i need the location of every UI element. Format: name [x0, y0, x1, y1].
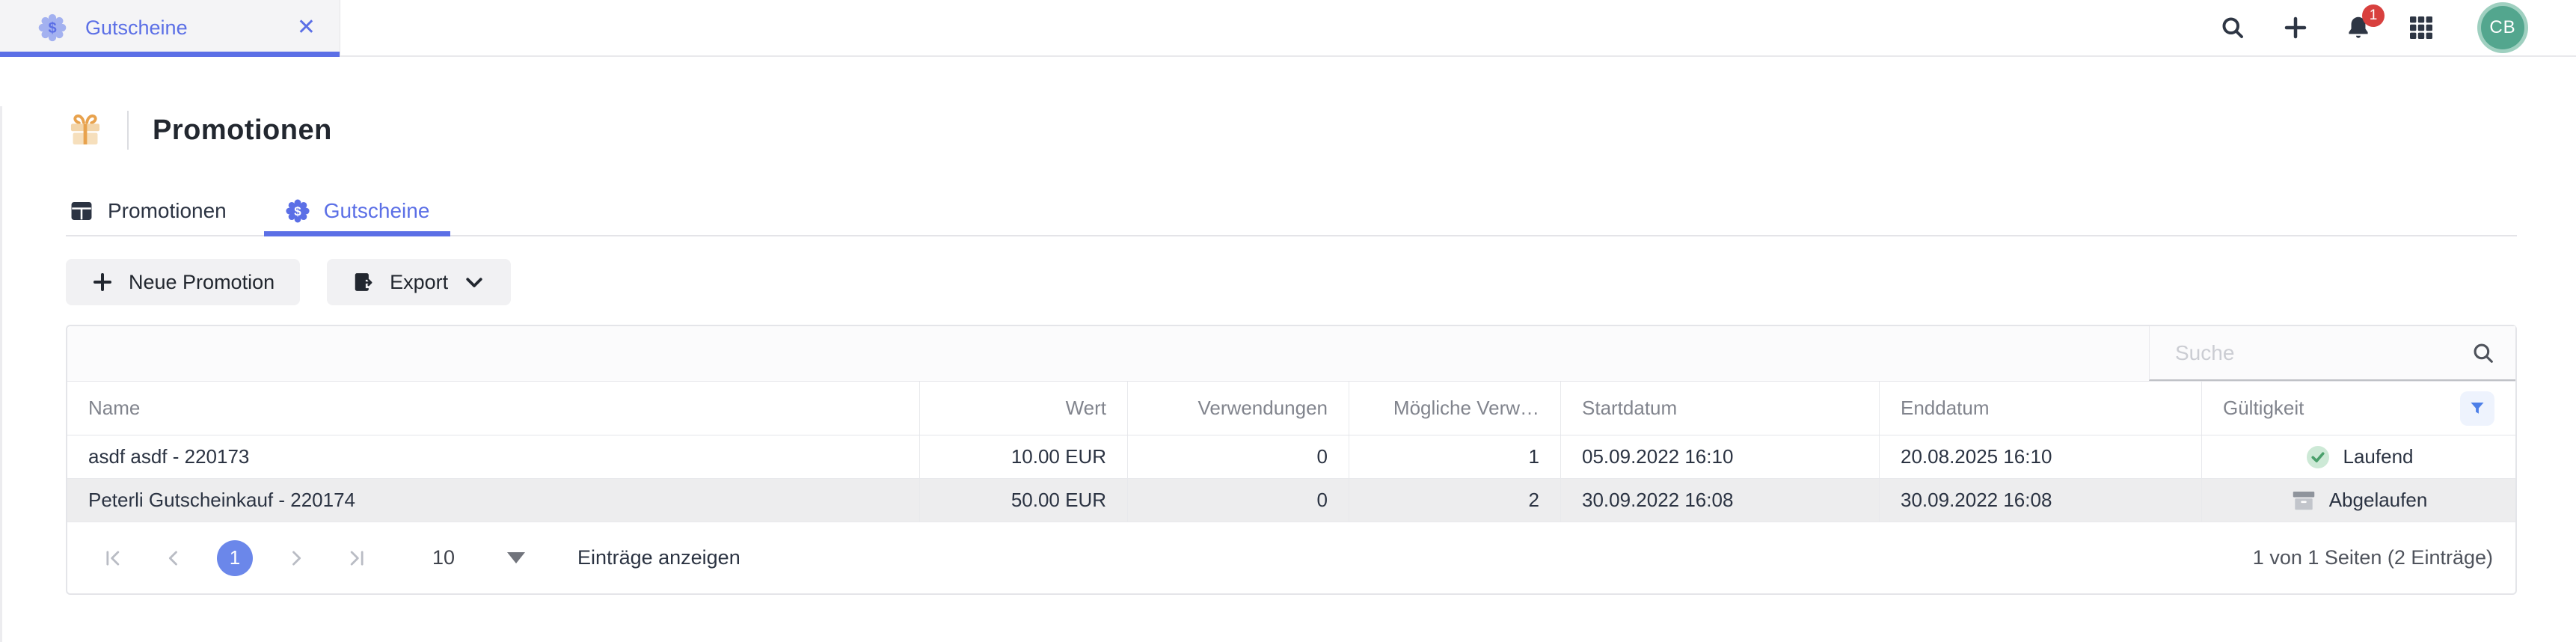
column-header-gueltigkeit: Gültigkeit [2202, 382, 2515, 435]
cell-enddatum: 20.08.2025 16:10 [1880, 435, 2202, 478]
cell-verwendungen: 0 [1128, 479, 1349, 522]
tab-label: Gutscheine [323, 199, 430, 222]
filter-button[interactable] [2460, 391, 2494, 426]
promotions-page: Promotionen Promotionen $ Gutscheine [0, 106, 2576, 642]
filter-funnel-icon [2471, 402, 2484, 414]
add-icon[interactable] [2281, 13, 2310, 42]
app-tab-gutscheine[interactable]: $ Gutscheine ✕ [0, 0, 340, 57]
apps-grid-icon[interactable] [2407, 13, 2435, 42]
chevron-down-icon [466, 278, 482, 287]
topbar-actions: 1 CB [2218, 0, 2576, 55]
column-header-wert[interactable]: Wert [920, 382, 1128, 435]
search-input[interactable] [2175, 340, 2471, 365]
search-icon[interactable] [2218, 13, 2247, 42]
table-icon [71, 201, 92, 221]
tab-gutscheine[interactable]: $ Gutscheine [263, 187, 451, 236]
column-header-verwendungen[interactable]: Verwendungen [1128, 382, 1349, 435]
column-header-moegliche-verwendungen[interactable]: Mögliche Verw… [1349, 382, 1561, 435]
table-row[interactable]: Peterli Gutscheinkauf - 220174 50.00 EUR… [67, 479, 2515, 522]
per-page-label: Einträge anzeigen [577, 546, 740, 569]
actions-row: Neue Promotion Export [66, 259, 2517, 305]
pagination: 1 [97, 539, 372, 576]
next-page-icon[interactable] [280, 542, 313, 575]
current-page-button[interactable]: 1 [217, 539, 253, 576]
cell-verwendungen: 0 [1128, 435, 1349, 478]
per-page-select[interactable]: 10 [432, 546, 526, 569]
topbar: $ Gutscheine ✕ 1 [0, 0, 2576, 57]
notification-badge: 1 [2362, 4, 2385, 27]
status-expired-archive-icon [2293, 491, 2314, 510]
voucher-rosette-icon: $ [38, 13, 67, 42]
grid-footer: 1 10 Einträge anzeigen 1 von 1 Seiten (2… [67, 522, 2515, 593]
column-header-startdatum[interactable]: Startdatum [1561, 382, 1880, 435]
cell-enddatum: 30.09.2022 16:08 [1880, 479, 2202, 522]
app-tab-label: Gutscheine [85, 16, 188, 39]
new-promotion-button[interactable]: Neue Promotion [66, 259, 301, 305]
avatar-initials: CB [2481, 6, 2524, 49]
cell-gueltigkeit: Laufend [2202, 435, 2515, 478]
new-promotion-label: Neue Promotion [129, 270, 275, 293]
cell-name: Peterli Gutscheinkauf - 220174 [67, 479, 920, 522]
table-row[interactable]: asdf asdf - 220173 10.00 EUR 0 1 05.09.2… [67, 435, 2515, 479]
plus-icon [93, 273, 111, 291]
status-label: Laufend [2343, 445, 2414, 468]
title-divider [127, 111, 129, 150]
close-icon[interactable]: ✕ [296, 15, 316, 40]
per-page-value: 10 [432, 546, 456, 569]
previous-page-icon[interactable] [157, 542, 190, 575]
tab-promotionen[interactable]: Promotionen [66, 187, 230, 235]
tab-label: Promotionen [108, 199, 227, 222]
page-summary: 1 von 1 Seiten (2 Einträge) [2252, 546, 2493, 569]
document-export-icon [355, 273, 372, 291]
cell-moegliche-verwendungen: 2 [1349, 479, 1561, 522]
page-title: Promotionen [153, 114, 332, 146]
cell-moegliche-verwendungen: 1 [1349, 435, 1561, 478]
grid-toolbar [67, 326, 2515, 382]
notification-bell-icon[interactable]: 1 [2344, 4, 2385, 42]
voucher-rosette-icon: $ [286, 199, 310, 223]
grid-header-row: Name Wert Verwendungen Mögliche Verw… St… [67, 382, 2515, 435]
status-label: Abgelaufen [2328, 489, 2428, 511]
caret-down-icon [507, 552, 526, 563]
grid-search[interactable] [2149, 326, 2515, 381]
gift-icon [66, 111, 105, 150]
first-page-icon[interactable] [97, 542, 130, 575]
cell-wert: 50.00 EUR [920, 479, 1128, 522]
column-header-enddatum[interactable]: Enddatum [1880, 382, 2202, 435]
export-label: Export [390, 270, 449, 293]
cell-wert: 10.00 EUR [920, 435, 1128, 478]
column-header-name[interactable]: Name [67, 382, 920, 435]
last-page-icon[interactable] [340, 542, 372, 575]
cell-gueltigkeit: Abgelaufen [2202, 479, 2515, 522]
avatar[interactable]: CB [2477, 2, 2528, 53]
svg-text:$: $ [48, 20, 56, 37]
cell-name: asdf asdf - 220173 [67, 435, 920, 478]
column-header-label[interactable]: Gültigkeit [2223, 397, 2304, 419]
tabs-row: Promotionen $ Gutscheine [66, 187, 2517, 236]
cell-startdatum: 05.09.2022 16:10 [1561, 435, 1880, 478]
vouchers-grid: Name Wert Verwendungen Mögliche Verw… St… [66, 325, 2517, 595]
export-button[interactable]: Export [327, 259, 512, 305]
cell-startdatum: 30.09.2022 16:08 [1561, 479, 1880, 522]
search-icon [2474, 343, 2493, 363]
svg-text:$: $ [294, 204, 301, 218]
title-row: Promotionen [66, 106, 2517, 154]
status-active-check-icon [2306, 445, 2329, 468]
